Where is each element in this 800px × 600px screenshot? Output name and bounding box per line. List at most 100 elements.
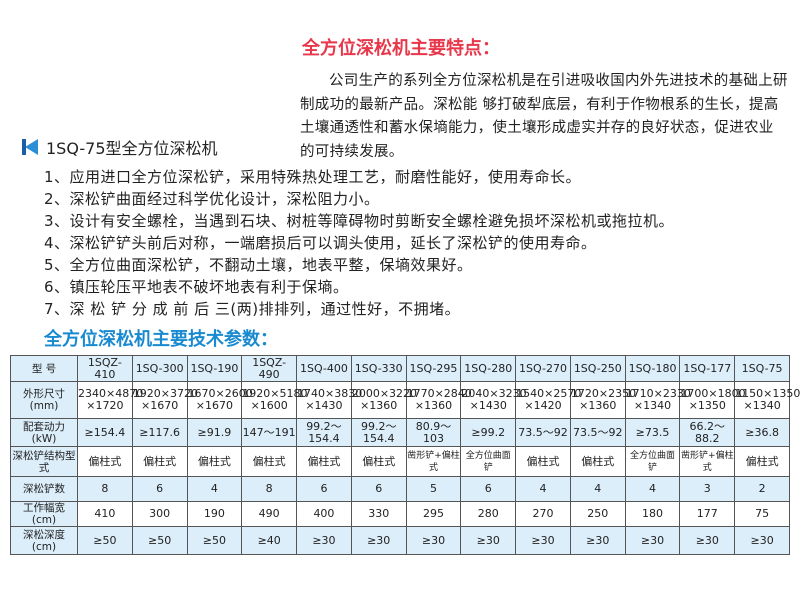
table-cell: 73.5～92 <box>569 418 626 447</box>
table-cell: ≥30 <box>296 526 352 555</box>
model-subheading: 1SQ-75型全方位深松机 <box>22 135 218 159</box>
table-cell: 1720×2350 ×1360 <box>569 381 636 419</box>
table-cell: 6 <box>131 476 188 502</box>
spec-table: 型 号 1SQZ-410 1SQ-300 1SQ-190 1SQZ-490 1SQ-400… <box>10 355 800 555</box>
table-cell: 4 <box>569 476 626 502</box>
table-cell: 偏柱式 <box>241 446 298 477</box>
feature-item: 4、深松铲铲头前后对称，一端磨损后可以调头使用，延长了深松铲的使用寿命。 <box>44 234 597 252</box>
table-cell: 偏柱式 <box>569 446 626 477</box>
table-cell: 6 <box>460 476 517 502</box>
table-cell: 2340×4870 ×1720 <box>77 381 143 419</box>
table-cell: 300 <box>131 501 188 527</box>
table-cell: ≥50 <box>186 526 243 555</box>
table-cell: 250 <box>569 501 626 527</box>
table-cell: 1SQ-330 <box>350 355 407 382</box>
table-cell: ≥99.2 <box>460 418 517 447</box>
row-header: 型 号 <box>10 355 78 382</box>
table-cell: 偏柱式 <box>734 446 790 477</box>
table-cell: 1SQ-400 <box>296 355 352 382</box>
table-row: 工作幅宽(cm) 410 300 190 490 400 330 295 280 270 250 18… <box>10 501 790 527</box>
table-cell: 1SQZ-490 <box>241 355 298 382</box>
table-cell: 1700×1800 ×1350 <box>679 381 746 419</box>
table-cell: 295 <box>405 501 462 527</box>
table-cell: 1SQ-250 <box>569 355 626 382</box>
table-cell: 3 <box>679 476 736 502</box>
table-cell: 4 <box>515 476 571 502</box>
table-cell: 190 <box>186 501 243 527</box>
table-cell: 2040×3230 ×1430 <box>460 381 527 419</box>
feature-item: 7、深 松 铲 分 成 前 后 三(两)排排列，通过性好，不拥堵。 <box>44 300 461 318</box>
feature-list: 1、应用进口全方位深松铲，采用特殊热处理工艺，耐磨性能好，使用寿命长。 2、深松… <box>44 166 674 320</box>
table-cell: 1SQ-190 <box>186 355 243 382</box>
table-cell: 偏柱式 <box>296 446 352 477</box>
table-cell: 1670×2600 ×1670 <box>186 381 253 419</box>
table-cell: 4 <box>186 476 243 502</box>
table-cell: 全方位曲面铲 <box>460 446 517 477</box>
table-cell: 6 <box>296 476 352 502</box>
table-cell: 偏柱式 <box>131 446 188 477</box>
row-header: 外形尺寸(mm) <box>10 381 78 419</box>
table-cell: 偏柱式 <box>350 446 407 477</box>
table-cell: 8 <box>241 476 298 502</box>
table-cell: 1SQ-75 <box>734 355 790 382</box>
table-cell: 4 <box>624 476 681 502</box>
table-cell: ≥30 <box>350 526 407 555</box>
table-cell: 2000×3220 ×1360 <box>350 381 417 419</box>
table-row: 配套动力(kW) ≥154.4 ≥117.6 ≥91.9 147～191 99.2～154… <box>10 418 790 447</box>
table-cell: 400 <box>296 501 352 527</box>
table-row: 型 号 1SQZ-410 1SQ-300 1SQ-190 1SQZ-490 1SQ-400… <box>10 355 790 382</box>
table-cell: 99.2～154.4 <box>296 418 352 447</box>
table-cell: 180 <box>624 501 681 527</box>
table-cell: 66.2～88.2 <box>679 418 736 447</box>
intro-paragraph: 公司生产的系列全方位深松机是在引进吸收国内外先进技术的基础上研制成功的最新产品。… <box>300 73 788 160</box>
table-cell: 177 <box>679 501 736 527</box>
table-cell: ≥50 <box>131 526 188 555</box>
table-cell: 凿形铲+偏柱式 <box>679 446 736 477</box>
table-cell: 偏柱式 <box>515 446 571 477</box>
table-cell: 1540×2570 ×1420 <box>515 381 581 419</box>
table-cell: ≥40 <box>241 526 298 555</box>
table-cell: ≥30 <box>405 526 462 555</box>
table-cell: 490 <box>241 501 298 527</box>
row-header: 深松铲结构型式 <box>10 446 78 477</box>
feature-item: 1、应用进口全方位深松铲，采用特殊热处理工艺，耐磨性能好，使用寿命长。 <box>44 168 582 186</box>
table-cell: 280 <box>460 501 517 527</box>
table-cell: 1SQ-295 <box>405 355 462 382</box>
subheading-text: 1SQ-75型全方位深松机 <box>46 139 218 158</box>
table-row: 外形尺寸(mm) 2340×4870 ×1720 1920×3720 ×1670 16… <box>10 381 800 419</box>
table-cell: ≥30 <box>460 526 517 555</box>
table-cell: 270 <box>515 501 571 527</box>
table-cell: 1920×5180 ×1600 <box>241 381 308 419</box>
k-logo-icon <box>22 139 38 155</box>
table-cell: 330 <box>350 501 407 527</box>
table-row: 深松铲结构型式 偏柱式 偏柱式 偏柱式 偏柱式 偏柱式 偏柱式 凿形铲+偏柱式 全方位曲面铲 偏柱… <box>10 446 790 477</box>
table-cell: 1770×2840 ×1360 <box>405 381 472 419</box>
row-header: 深松铲数 <box>10 476 78 502</box>
table-cell: 75 <box>734 501 790 527</box>
table-cell: 1920×3720 ×1670 <box>131 381 198 419</box>
table-cell: 1SQ-270 <box>515 355 571 382</box>
table-cell: ≥36.8 <box>734 418 790 447</box>
table-cell: 6 <box>350 476 407 502</box>
table-cell: 1150×1350 ×1340 <box>734 381 800 419</box>
features-title: 全方位深松机主要特点： <box>302 38 500 59</box>
feature-item: 2、深松铲曲面经过科学优化设计，深松阻力小。 <box>44 190 380 208</box>
row-header: 工作幅宽(cm) <box>10 501 78 527</box>
feature-item: 3、设计有安全螺栓，当遇到石块、树桩等障碍物时剪断安全螺栓避免损坏深松机或拖拉机… <box>44 212 675 230</box>
table-cell: 偏柱式 <box>186 446 243 477</box>
table-cell: 1SQ-300 <box>131 355 188 382</box>
table-cell: 1710×2330 ×1340 <box>624 381 691 419</box>
table-cell: 全方位曲面铲 <box>624 446 681 477</box>
table-cell: ≥30 <box>515 526 571 555</box>
table-cell: 2 <box>734 476 790 502</box>
table-cell: ≥30 <box>734 526 790 555</box>
table-cell: 1740×3830 ×1430 <box>296 381 362 419</box>
table-cell: ≥117.6 <box>131 418 188 447</box>
table-cell: ≥73.5 <box>624 418 681 447</box>
table-cell: ≥50 <box>77 526 133 555</box>
table-cell: 410 <box>77 501 133 527</box>
table-cell: 80.9～103 <box>405 418 462 447</box>
table-cell: 8 <box>77 476 133 502</box>
table-cell: 1SQ-280 <box>460 355 517 382</box>
table-cell: 99.2～154.4 <box>350 418 407 447</box>
